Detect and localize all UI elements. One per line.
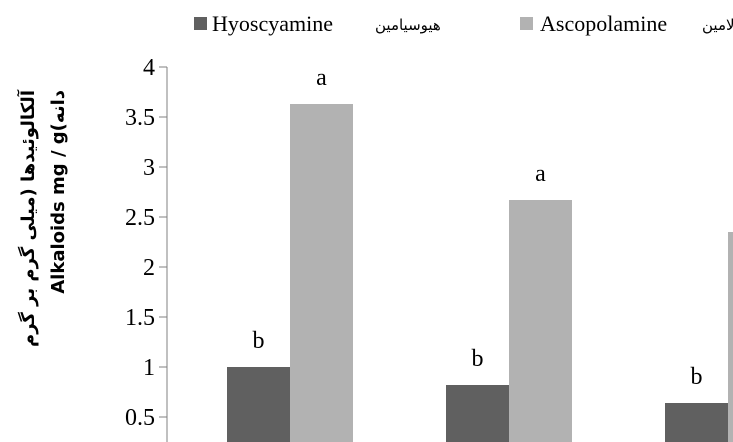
data-label-hyoscyamine-3: b	[691, 364, 703, 390]
bar-ascopolamine-1	[290, 104, 353, 442]
y-tick-label: 2.5	[125, 205, 155, 231]
legend-swatch-hyoscyamine	[194, 17, 207, 30]
bar-hyoscyamine-2	[446, 385, 509, 442]
y-tick-label: 3.5	[125, 105, 155, 131]
data-label-ascopolamine-1: a	[316, 65, 327, 91]
bars	[227, 104, 733, 442]
data-labels: b b b a a	[253, 65, 703, 390]
legend-label-ascopolamine-fa: اسکوپولامین	[702, 16, 733, 35]
legend-label-hyoscyamine: Hyoscyamine	[212, 11, 333, 36]
data-label-hyoscyamine-1: b	[253, 328, 265, 354]
y-tick-label: 1	[143, 355, 155, 381]
y-ticks: 0.5 1 1.5 2 2.5 3 3.5 4	[125, 55, 167, 431]
y-tick-label: 0.5	[125, 405, 155, 431]
bar-ascopolamine-3	[728, 232, 733, 442]
legend: Hyoscyamine هیوسیامین Ascopolamine اسکوپ…	[194, 11, 733, 36]
bar-hyoscyamine-1	[227, 367, 290, 442]
y-axis-title-en: Alkaloids mg / g(دانه	[48, 90, 69, 294]
y-tick-label: 4	[143, 55, 155, 81]
y-tick-label: 2	[143, 255, 155, 281]
y-axis-title: آلکالوئیدها (میلی گرم بر گرم Alkaloids m…	[16, 89, 69, 347]
legend-label-ascopolamine: Ascopolamine	[540, 11, 667, 36]
y-tick-label: 3	[143, 155, 155, 181]
data-label-hyoscyamine-2: b	[472, 346, 484, 372]
legend-swatch-ascopolamine	[520, 17, 533, 30]
y-tick-label: 1.5	[125, 305, 155, 331]
legend-label-hyoscyamine-fa: هیوسیامین	[375, 16, 441, 34]
data-label-ascopolamine-2: a	[535, 161, 546, 187]
bar-hyoscyamine-3	[665, 403, 728, 442]
bar-ascopolamine-2	[509, 200, 572, 442]
y-axis-title-fa: آلکالوئیدها (میلی گرم بر گرم	[16, 89, 39, 347]
